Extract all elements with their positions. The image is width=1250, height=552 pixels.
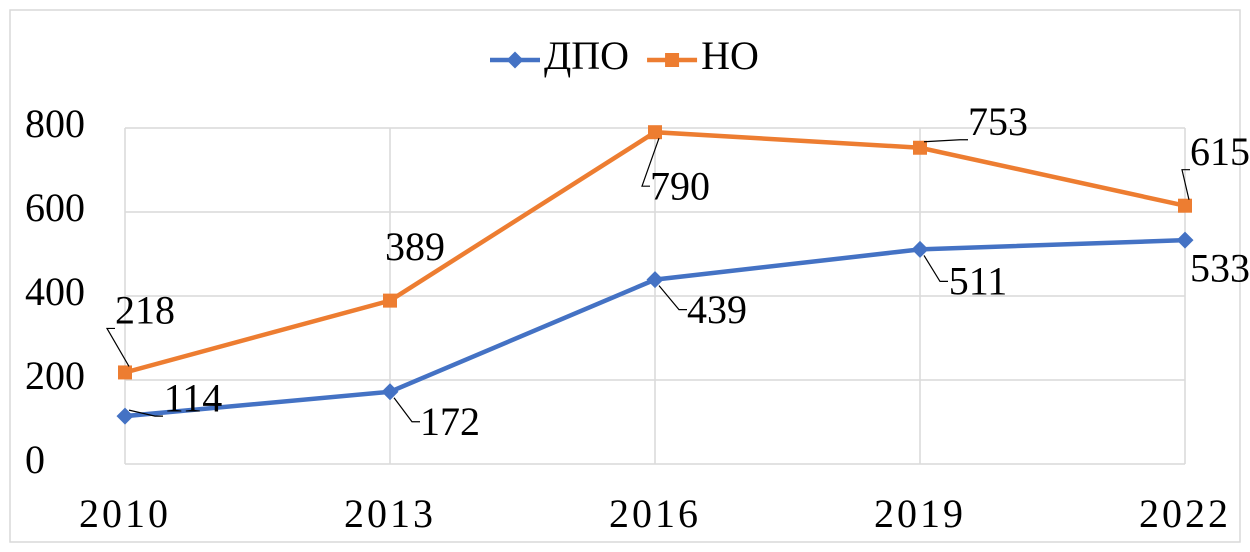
y-tick-label: 600	[25, 185, 85, 230]
x-tick-label: 2016	[609, 491, 701, 536]
leader-line	[1181, 169, 1190, 200]
data-label: 753	[968, 99, 1028, 144]
leader-line	[105, 327, 130, 367]
legend-label: НО	[701, 33, 759, 78]
data-label: 114	[164, 375, 223, 420]
leader-line	[658, 285, 687, 311]
data-label: 172	[420, 399, 480, 444]
leader-line	[923, 139, 968, 143]
marker	[648, 125, 662, 140]
marker	[911, 240, 929, 258]
data-label: 218	[115, 288, 175, 333]
x-tick-label: 2022	[1139, 491, 1231, 536]
chart-border	[9, 9, 1241, 543]
leader-line	[641, 137, 660, 187]
marker	[381, 383, 399, 401]
marker	[118, 365, 132, 380]
data-label: 615	[1190, 129, 1250, 174]
y-tick-label: 0	[25, 437, 45, 482]
y-tick-label: 200	[25, 353, 85, 398]
data-label: 511	[949, 259, 1008, 304]
marker	[1178, 198, 1192, 213]
x-tick-label: 2019	[874, 491, 966, 536]
legend-marker	[665, 53, 680, 67]
data-label: 439	[687, 287, 747, 332]
legend-marker	[506, 51, 524, 69]
data-label: 790	[650, 163, 710, 208]
marker	[116, 407, 134, 425]
leader-line	[923, 255, 948, 282]
data-label: 389	[385, 224, 445, 269]
x-tick-label: 2013	[344, 491, 436, 536]
y-tick-label: 800	[25, 101, 85, 146]
data-label: 533	[1190, 245, 1250, 290]
marker	[646, 271, 664, 289]
leader-line	[128, 409, 163, 417]
y-tick-label: 400	[25, 269, 85, 314]
marker	[913, 140, 927, 155]
leader-line	[393, 397, 420, 423]
legend-label: ДПО	[544, 33, 629, 78]
marker	[383, 293, 397, 308]
x-tick-label: 2010	[79, 491, 171, 536]
